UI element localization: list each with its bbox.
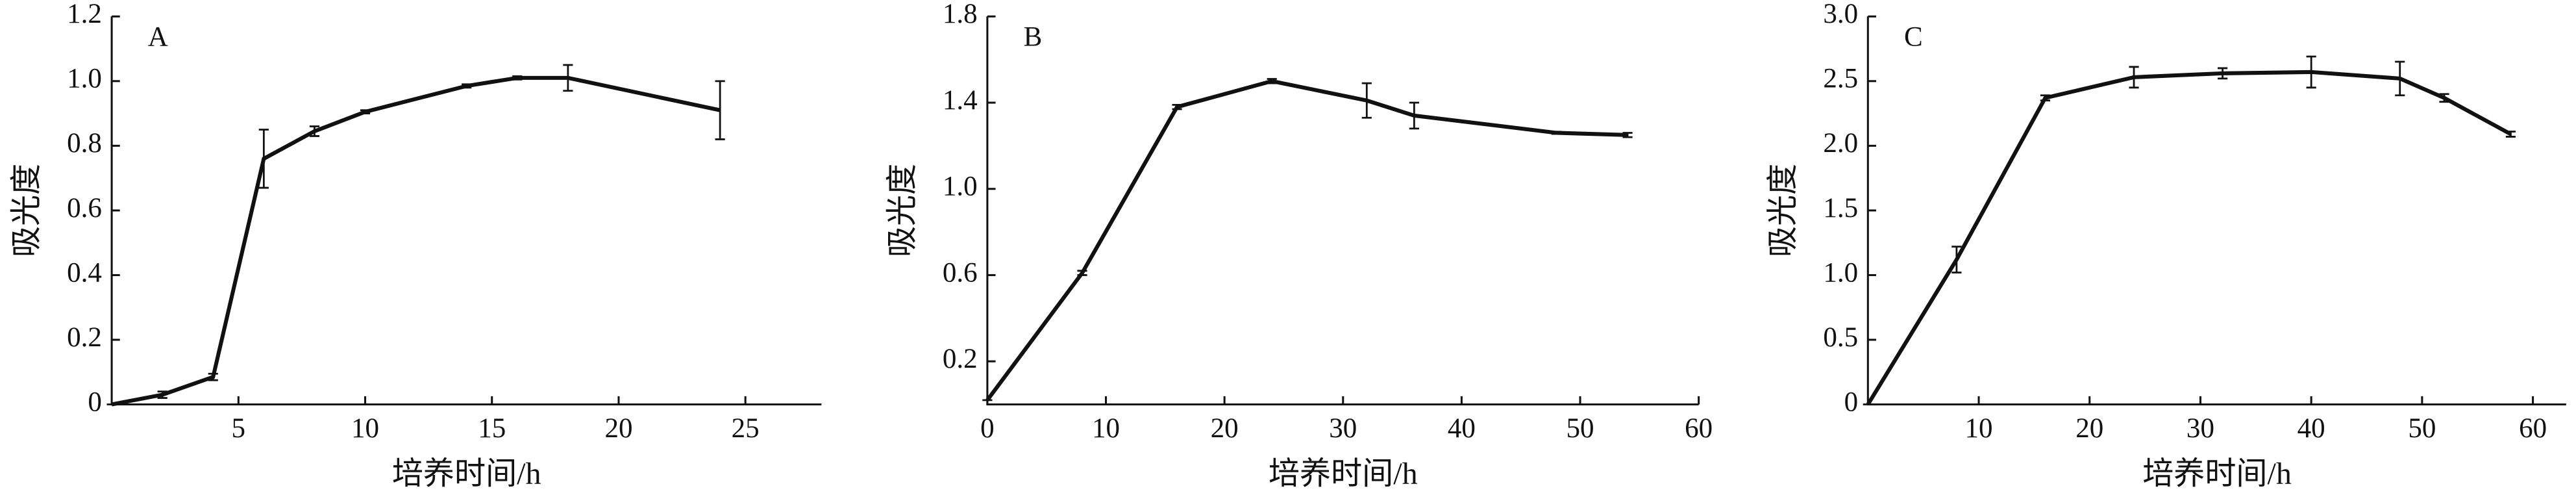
y-tick-label: 0.6 [943, 257, 978, 288]
error-bar [258, 129, 269, 189]
error-bar [1267, 78, 1277, 84]
y-tick-label: 1.2 [67, 0, 102, 29]
x-tick-label: 20 [1211, 413, 1239, 444]
x-axis-label: 培养时间/h [392, 457, 541, 491]
x-tick-label: 0 [980, 413, 995, 444]
y-axis-label: 吸光度 [1766, 164, 1800, 257]
y-tick-label: 0 [1844, 387, 1859, 417]
y-tick-label: 0.6 [67, 193, 102, 223]
y-tick-label: 1.0 [67, 64, 102, 94]
error-bar [1951, 246, 1962, 274]
x-tick-label: 10 [351, 413, 379, 444]
error-bar [309, 125, 320, 137]
error-bar [512, 75, 523, 81]
x-tick-label: 60 [2519, 413, 2547, 444]
data-line [1866, 70, 2512, 406]
error-bar [2505, 131, 2516, 138]
x-tick-label: 40 [1448, 413, 1476, 444]
x-tick-label: 10 [1965, 413, 1993, 444]
error-bar [1551, 131, 1562, 135]
y-tick-label: 1.4 [943, 85, 978, 116]
panel-label: B [1024, 22, 1043, 53]
y-tick-label: 1.8 [943, 0, 978, 29]
x-tick-label: 25 [732, 413, 760, 444]
y-tick-label: 0.2 [67, 322, 102, 353]
y-tick-label: 0.4 [67, 257, 102, 288]
x-tick-label: 50 [1567, 413, 1594, 444]
x-tick-label: 40 [2297, 413, 2325, 444]
x-tick-label: 30 [1329, 413, 1357, 444]
error-bar [2395, 60, 2405, 97]
error-bar [1172, 103, 1182, 110]
error-bar [2129, 66, 2139, 89]
error-bar [563, 64, 573, 92]
x-axis-label: 培养时间/h [1269, 457, 1418, 491]
error-bar [462, 83, 472, 89]
error-bar [2040, 94, 2051, 102]
y-tick-label: 1.0 [1823, 257, 1858, 288]
y-tick-label: 0.5 [1823, 322, 1858, 353]
x-tick-label: 10 [1092, 413, 1120, 444]
x-axis-label: 培养时间/h [2142, 457, 2292, 491]
error-bar [2306, 55, 2316, 89]
y-tick-label: 2.0 [1823, 128, 1858, 159]
x-tick-label: 50 [2408, 413, 2436, 444]
y-tick-label: 0.8 [67, 128, 102, 159]
x-tick-label: 15 [478, 413, 506, 444]
error-bar [157, 390, 167, 399]
axes [110, 16, 822, 406]
y-axis-label: 吸光度 [10, 164, 44, 257]
y-tick-label: 0.2 [943, 344, 978, 374]
y-axis-label: 吸光度 [885, 164, 919, 257]
error-bar [1409, 101, 1419, 130]
panel-label: C [1904, 22, 1923, 53]
error-bar [2217, 67, 2228, 80]
error-bar [2439, 93, 2449, 103]
panel-label: A [148, 22, 168, 53]
x-tick-label: 30 [2186, 413, 2214, 444]
y-tick-label: 0 [88, 387, 102, 417]
error-bar [208, 372, 218, 381]
axes [986, 16, 1699, 406]
x-tick-label: 5 [232, 413, 246, 444]
error-bar [715, 80, 725, 140]
y-tick-label: 2.5 [1823, 64, 1858, 94]
error-bar [1622, 132, 1633, 138]
y-tick-label: 3.0 [1823, 0, 1858, 29]
y-tick-label: 1.5 [1823, 193, 1858, 223]
error-bar [1361, 82, 1372, 119]
data-line [111, 75, 721, 407]
x-tick-label: 60 [1685, 413, 1713, 444]
error-bar [360, 109, 371, 115]
error-bar [1077, 270, 1087, 276]
y-tick-label: 1.0 [943, 172, 978, 202]
x-tick-label: 20 [2075, 413, 2103, 444]
data-line [985, 79, 1628, 401]
x-tick-label: 20 [604, 413, 632, 444]
